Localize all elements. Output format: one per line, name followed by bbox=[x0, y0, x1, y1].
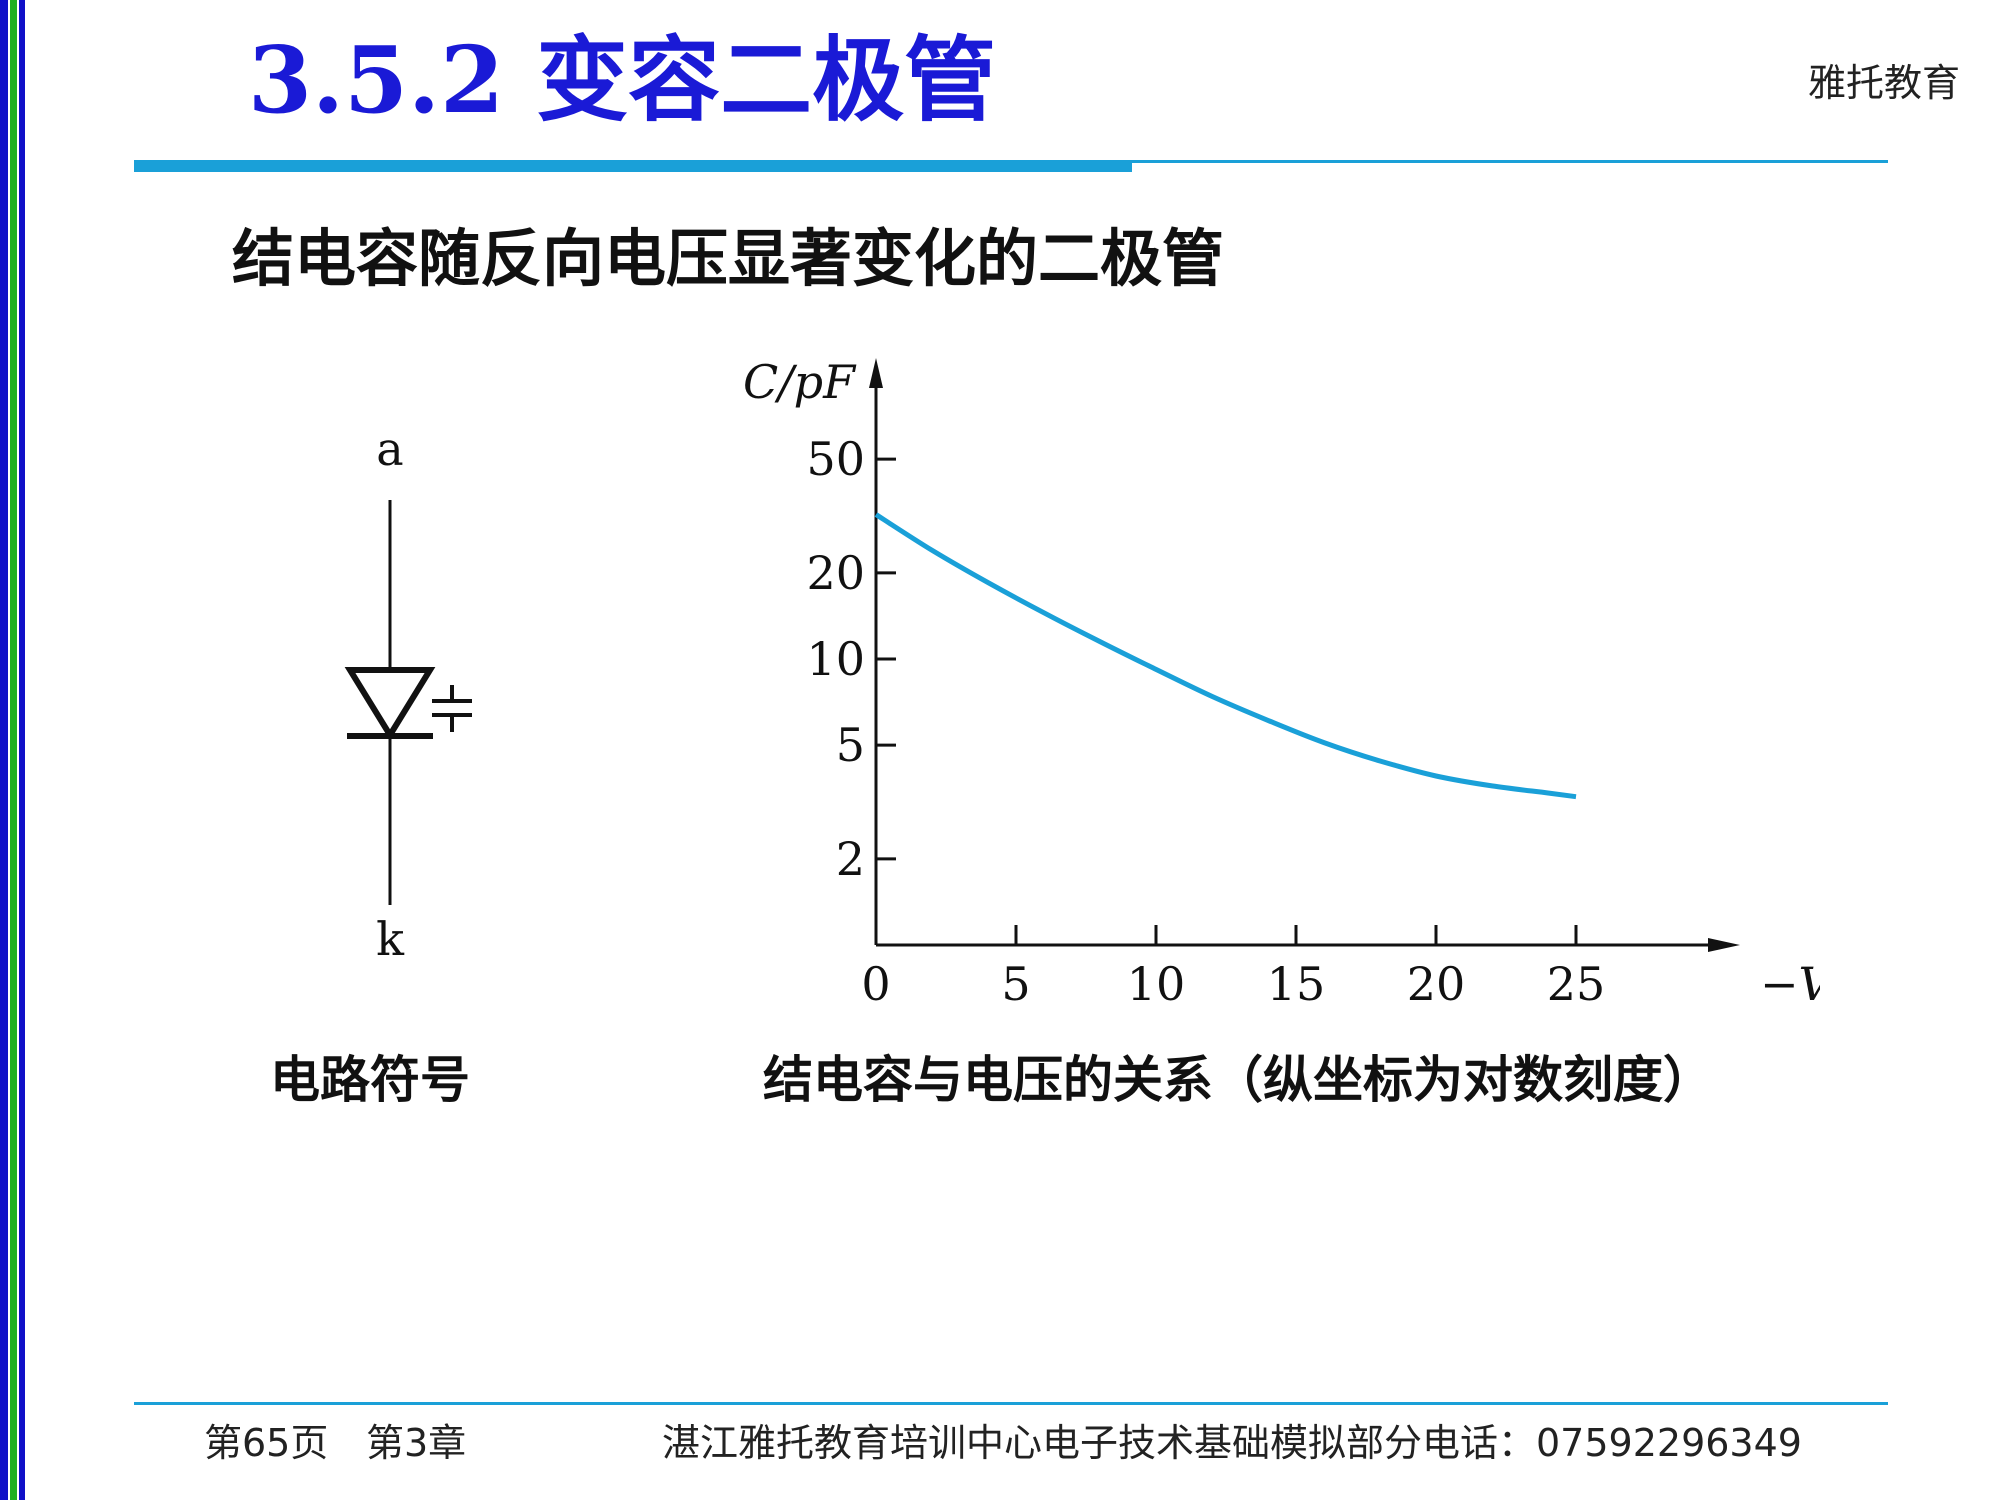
anode-label: a bbox=[376, 430, 403, 476]
title-underline-thin bbox=[1132, 160, 1888, 163]
x-tick-label: 10 bbox=[1127, 957, 1186, 1011]
symbol-caption: 电路符号 bbox=[270, 1051, 470, 1109]
footer-org-info: 湛江雅托教育培训中心电子技术基础模拟部分电话：07592296349 bbox=[662, 1421, 1802, 1465]
y-tick-label: 2 bbox=[836, 832, 865, 886]
y-tick-label: 50 bbox=[806, 432, 865, 486]
title-underline-thick bbox=[134, 160, 1132, 172]
x-tick-label: 20 bbox=[1407, 957, 1466, 1011]
y-axis-arrow bbox=[869, 358, 883, 388]
cv-curve bbox=[874, 512, 1577, 800]
x-tick-label: 0 bbox=[861, 957, 890, 1011]
x-tick-label: 25 bbox=[1547, 957, 1606, 1011]
diode-triangle bbox=[344, 667, 436, 741]
y-tick-label: 5 bbox=[836, 718, 865, 772]
footer-divider bbox=[134, 1402, 1888, 1405]
left-edge-bar-blue bbox=[0, 0, 8, 1500]
footer-page-number: 第65页 bbox=[204, 1421, 329, 1465]
y-axis-label: C/pF bbox=[743, 355, 857, 409]
y-tick-label: 10 bbox=[806, 632, 865, 686]
left-edge-bar-blue-inner bbox=[19, 0, 25, 1500]
x-axis-label: −V/V bbox=[1760, 957, 1820, 1011]
y-tick-label: 20 bbox=[806, 546, 865, 600]
y-ticks: 2 5 10 20 50 bbox=[806, 432, 896, 886]
chart-caption: 结电容与电压的关系（纵坐标为对数刻度） bbox=[763, 1051, 1713, 1109]
x-axis-arrow bbox=[1708, 938, 1740, 952]
x-tick-label: 15 bbox=[1267, 957, 1326, 1011]
slide-title: 3.5.2 变容二极管 bbox=[248, 26, 997, 134]
brand-label: 雅托教育 bbox=[1808, 61, 1961, 105]
x-ticks: 0 5 10 15 20 25 bbox=[861, 925, 1605, 1011]
x-tick-label: 5 bbox=[1001, 957, 1030, 1011]
left-edge-bar-green bbox=[10, 0, 17, 1500]
varactor-diode-symbol: a k bbox=[344, 430, 472, 966]
slide-subtitle: 结电容随反向电压显著变化的二极管 bbox=[232, 222, 1225, 295]
cathode-label: k bbox=[376, 912, 405, 966]
footer-chapter: 第3章 bbox=[366, 1421, 467, 1465]
